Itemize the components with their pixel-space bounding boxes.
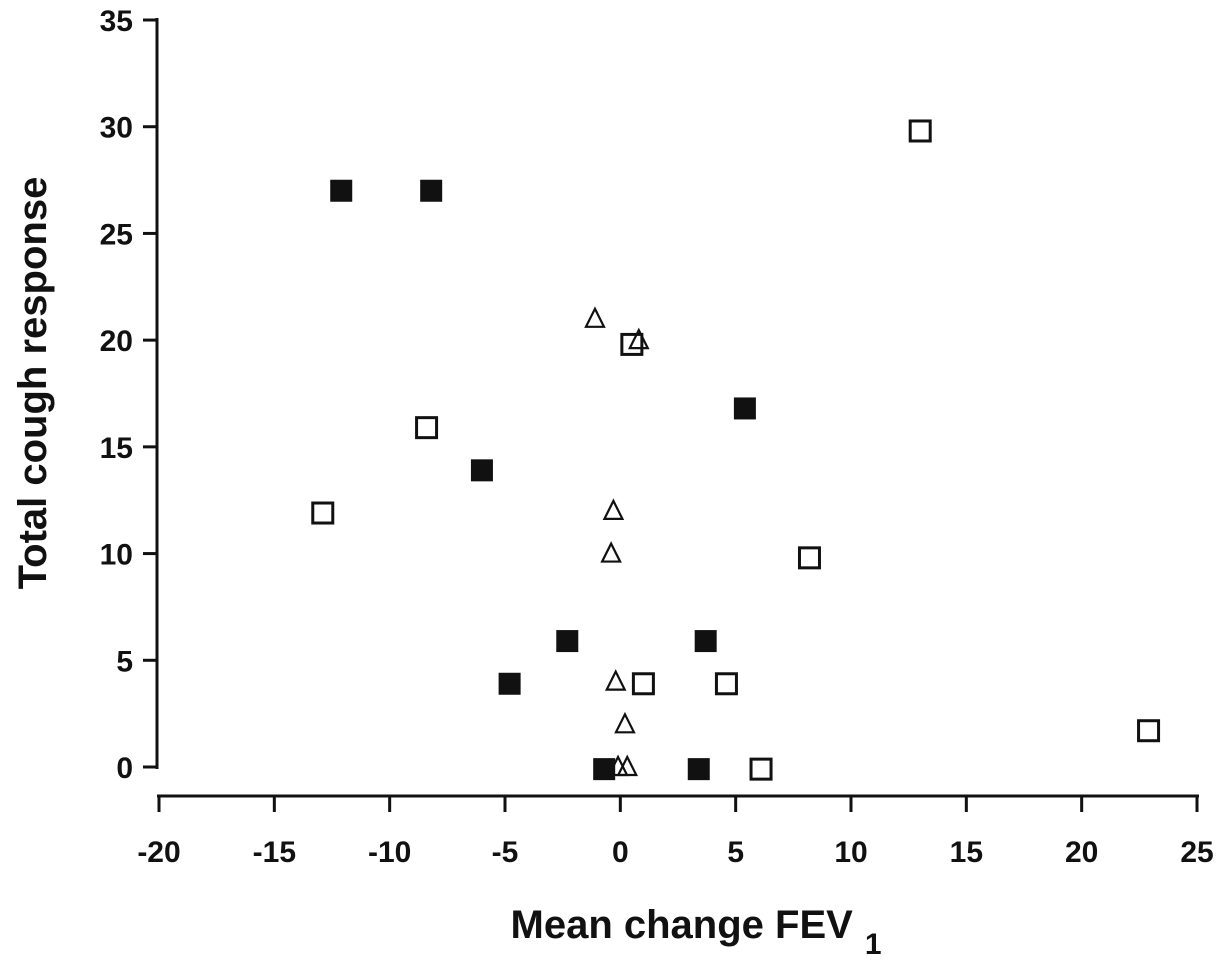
series-filled-square <box>330 179 756 781</box>
point-filled-square <box>694 630 717 653</box>
y-tick-label: 5 <box>116 645 133 678</box>
point-filled-square <box>330 179 353 202</box>
point-open-square <box>749 757 773 781</box>
point-open-square <box>797 546 821 570</box>
x-axis-title: Mean change FEV 1 <box>511 903 882 961</box>
x-tick-label: 5 <box>727 836 744 869</box>
point-filled-square <box>687 758 710 781</box>
point-filled-square <box>470 459 493 482</box>
point-filled-square <box>556 630 579 653</box>
x-tick-label: 25 <box>1180 836 1213 869</box>
point-open-triangle <box>602 498 625 520</box>
point-open-square <box>908 119 932 143</box>
point-open-square <box>311 501 335 525</box>
series-open-square <box>311 119 1161 781</box>
y-tick-label: 25 <box>100 218 133 251</box>
y-axis-title: Total cough response <box>11 177 55 590</box>
x-axis: -20 -15 -10 -5 0 5 10 15 20 25 <box>137 794 1214 869</box>
y-tick-label: 20 <box>100 325 133 358</box>
x-axis-title-subscript: 1 <box>865 928 882 961</box>
x-tick-label: 20 <box>1065 836 1098 869</box>
x-tick-label: 15 <box>950 836 983 869</box>
point-open-square <box>1137 719 1161 743</box>
point-open-square <box>714 672 738 696</box>
point-open-square <box>631 672 655 696</box>
point-filled-square <box>498 672 521 695</box>
data-points <box>311 119 1161 781</box>
y-tick-label: 30 <box>100 112 133 145</box>
x-tick-label: -10 <box>368 836 411 869</box>
x-tick-label: -5 <box>492 836 519 869</box>
y-tick-label: 10 <box>100 539 133 572</box>
x-axis-title-main: Mean change FEV <box>511 903 854 947</box>
point-filled-square <box>733 397 756 420</box>
x-tick-label: -15 <box>253 836 296 869</box>
point-filled-square <box>420 179 443 202</box>
point-open-triangle <box>604 669 627 691</box>
x-tick-label: 10 <box>834 836 867 869</box>
point-open-triangle <box>628 327 650 350</box>
x-tick-label: 0 <box>612 836 629 869</box>
point-open-triangle <box>614 711 636 734</box>
y-tick-label: 35 <box>100 5 133 38</box>
x-tick-label: -20 <box>137 836 180 869</box>
point-open-triangle <box>600 541 622 563</box>
y-axis: 0 5 10 15 20 25 30 35 <box>100 5 159 785</box>
point-open-square <box>415 416 439 440</box>
y-tick-label: 15 <box>100 432 133 465</box>
point-open-triangle <box>584 306 606 328</box>
series-open-triangle <box>584 306 650 777</box>
point-open-triangle <box>616 754 639 777</box>
y-tick-label: 0 <box>116 752 133 785</box>
